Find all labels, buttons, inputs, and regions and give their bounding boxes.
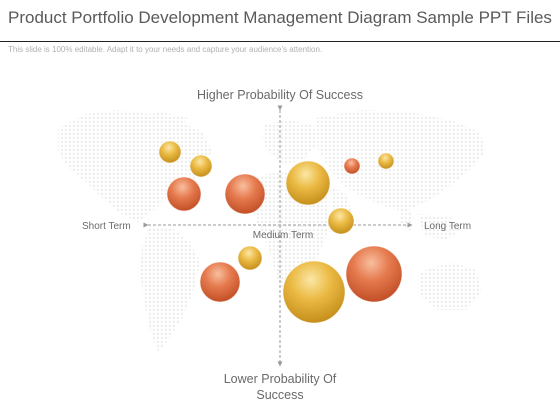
bubble-orange — [199, 261, 241, 303]
bubble-gold — [189, 154, 213, 178]
bubble-gold — [158, 140, 182, 164]
bubble-orange — [166, 176, 202, 212]
left-axis-label: Short Term — [82, 221, 131, 232]
bottom-axis-label-line1: Lower Probability Of — [224, 372, 337, 386]
slide-subtitle: This slide is 100% editable. Adapt it to… — [8, 45, 323, 54]
bubble-gold — [237, 245, 263, 271]
bubble-gold — [377, 152, 395, 170]
bubble-orange — [224, 173, 266, 215]
title-divider — [0, 41, 560, 42]
bubble-gold — [327, 207, 355, 235]
bubble-orange — [343, 157, 361, 175]
bottom-axis-label-line2: Success — [256, 388, 303, 402]
bubble-orange — [345, 245, 403, 303]
right-axis-label: Long Term — [424, 221, 471, 232]
bubble-gold — [285, 160, 331, 206]
top-axis-label: Higher Probability Of Success — [197, 88, 363, 102]
bubbles — [158, 140, 403, 324]
center-axis-label: Medium Term — [253, 230, 313, 241]
bubble-gold — [282, 260, 346, 324]
slide-title: Product Portfolio Development Management… — [8, 8, 552, 27]
